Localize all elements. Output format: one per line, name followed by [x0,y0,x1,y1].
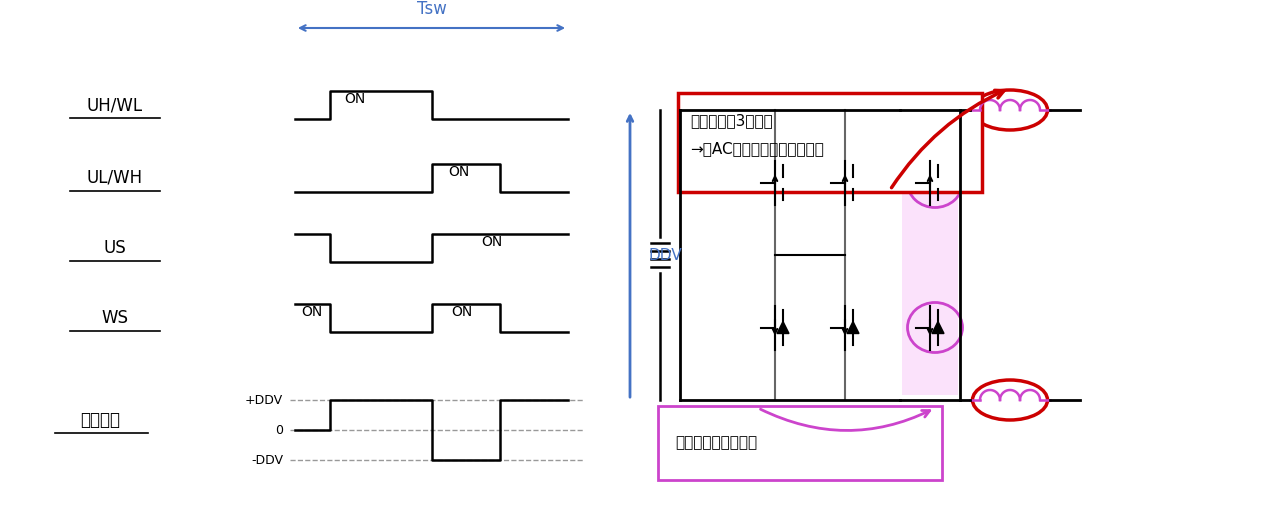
Text: 出力電圧: 出力電圧 [80,411,119,429]
Polygon shape [777,321,788,333]
Text: 0: 0 [275,424,282,437]
Text: ON: ON [482,235,502,249]
Text: →　ACリアクトルの鉄損：小: → ACリアクトルの鉄損：小 [690,141,824,156]
Polygon shape [932,321,944,333]
Polygon shape [777,176,788,188]
Text: ON: ON [300,305,322,319]
Text: UH/WL: UH/WL [87,96,143,114]
Text: DDV: DDV [648,248,682,263]
Polygon shape [932,176,944,188]
Text: US: US [104,239,126,257]
Text: ON: ON [451,305,473,319]
Text: Tsw: Tsw [416,0,447,18]
Text: 短絡部：動作させる: 短絡部：動作させる [675,436,758,450]
Polygon shape [847,321,859,333]
Text: ON: ON [344,92,366,106]
Text: WS: WS [101,309,128,327]
FancyBboxPatch shape [678,93,982,192]
Text: +DDV: +DDV [245,394,282,407]
FancyBboxPatch shape [901,115,958,395]
Text: ON: ON [448,165,470,179]
FancyBboxPatch shape [657,406,942,480]
Text: -DDV: -DDV [250,454,282,466]
Text: UL/WH: UL/WH [87,169,143,187]
Polygon shape [847,176,859,188]
Text: 出力電圧：3レベル: 出力電圧：3レベル [690,113,773,128]
